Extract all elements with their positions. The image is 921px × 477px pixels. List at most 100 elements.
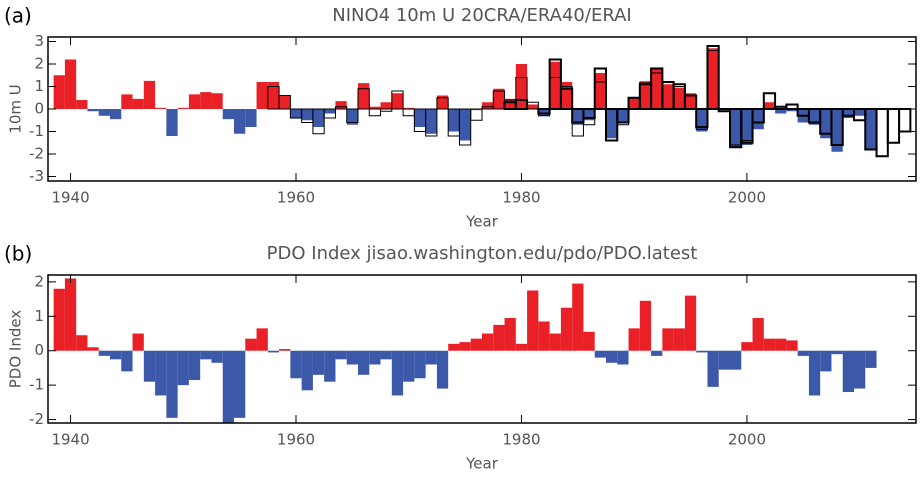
outline-bar bbox=[425, 108, 438, 137]
bar bbox=[425, 350, 437, 365]
bar bbox=[166, 350, 178, 418]
bar bbox=[617, 350, 629, 365]
bar bbox=[369, 350, 381, 365]
bar bbox=[403, 107, 415, 109]
outline-bar bbox=[334, 106, 348, 110]
bar bbox=[651, 67, 663, 109]
x-tick-label: 2000 bbox=[728, 189, 766, 207]
outline-bar bbox=[458, 108, 472, 146]
bar bbox=[707, 350, 719, 387]
bar bbox=[842, 109, 854, 118]
outline-bar bbox=[695, 108, 709, 128]
bar bbox=[718, 350, 730, 370]
outline-bar bbox=[886, 108, 901, 144]
bar bbox=[312, 109, 325, 127]
outline-bar bbox=[762, 92, 777, 110]
outline-bar bbox=[593, 67, 608, 110]
bar bbox=[730, 350, 742, 370]
y-tick-label: 2 bbox=[34, 55, 44, 73]
bar bbox=[312, 350, 325, 375]
panel-label: (b) bbox=[4, 242, 32, 266]
outline-bar bbox=[559, 87, 574, 110]
bar bbox=[448, 109, 460, 132]
outline-bar bbox=[898, 108, 912, 133]
bar bbox=[380, 102, 392, 109]
chart-title: PDO Index jisao.washington.edu/pdo/PDO.l… bbox=[267, 243, 698, 264]
bar bbox=[549, 61, 561, 109]
bar bbox=[673, 87, 685, 109]
bar bbox=[651, 350, 663, 356]
bar bbox=[504, 98, 516, 109]
x-tick-label: 1940 bbox=[51, 189, 89, 207]
bar bbox=[256, 82, 268, 109]
bar bbox=[177, 107, 189, 109]
bar bbox=[76, 335, 88, 351]
bar bbox=[482, 102, 494, 109]
bar bbox=[346, 350, 358, 365]
bar bbox=[358, 350, 370, 375]
chart-title: NINO4 10m U 20CRA/ERA40/ERAI bbox=[332, 5, 631, 26]
bar bbox=[436, 95, 449, 109]
outline-bar bbox=[346, 108, 359, 123]
bar bbox=[617, 109, 629, 123]
bar bbox=[707, 48, 719, 109]
bar bbox=[470, 338, 482, 351]
bar bbox=[515, 64, 528, 109]
bar bbox=[53, 288, 65, 351]
bar bbox=[572, 109, 584, 125]
outline-bar bbox=[391, 90, 404, 110]
bar bbox=[673, 328, 685, 351]
bar bbox=[594, 350, 606, 358]
outline-bar bbox=[582, 108, 596, 119]
bar bbox=[797, 350, 809, 356]
bar bbox=[132, 333, 144, 351]
bar bbox=[538, 109, 550, 116]
outline-bar bbox=[740, 108, 754, 144]
bar bbox=[842, 350, 854, 393]
bar bbox=[662, 84, 674, 109]
outline-bar bbox=[436, 97, 449, 110]
bar bbox=[696, 350, 708, 353]
bar bbox=[324, 350, 336, 382]
outline-bar bbox=[616, 108, 630, 124]
x-tick-label: 1940 bbox=[51, 431, 89, 449]
outline-bar bbox=[470, 108, 483, 121]
bar bbox=[380, 350, 392, 360]
bar bbox=[414, 350, 426, 379]
bar bbox=[775, 109, 787, 114]
bar bbox=[493, 324, 505, 351]
bar bbox=[482, 333, 494, 351]
bar bbox=[132, 98, 144, 109]
bar bbox=[369, 106, 381, 109]
bar bbox=[222, 109, 234, 120]
x-tick-label: 1980 bbox=[502, 431, 540, 449]
bar bbox=[324, 109, 336, 114]
bar bbox=[639, 82, 652, 109]
outline-bar bbox=[357, 88, 370, 110]
outline-bar bbox=[875, 108, 889, 158]
bar bbox=[741, 109, 753, 145]
bar bbox=[222, 350, 234, 423]
bar bbox=[752, 318, 764, 351]
outline-bar bbox=[323, 108, 336, 119]
bar bbox=[820, 350, 832, 372]
bar bbox=[121, 94, 133, 109]
bar bbox=[53, 75, 65, 109]
bar bbox=[200, 92, 212, 109]
bar bbox=[403, 350, 415, 382]
outline-bar bbox=[380, 108, 393, 112]
bar bbox=[414, 109, 426, 127]
bar bbox=[64, 278, 77, 351]
bar bbox=[436, 350, 449, 389]
bar bbox=[606, 109, 618, 139]
bar bbox=[527, 290, 539, 351]
outline-bar bbox=[537, 108, 551, 115]
bar bbox=[684, 295, 697, 351]
bar bbox=[775, 338, 787, 351]
bar bbox=[662, 328, 674, 351]
bar bbox=[572, 283, 584, 351]
bar bbox=[87, 109, 99, 112]
outline-bar bbox=[785, 103, 799, 110]
bar bbox=[538, 321, 550, 351]
bar bbox=[234, 350, 246, 418]
